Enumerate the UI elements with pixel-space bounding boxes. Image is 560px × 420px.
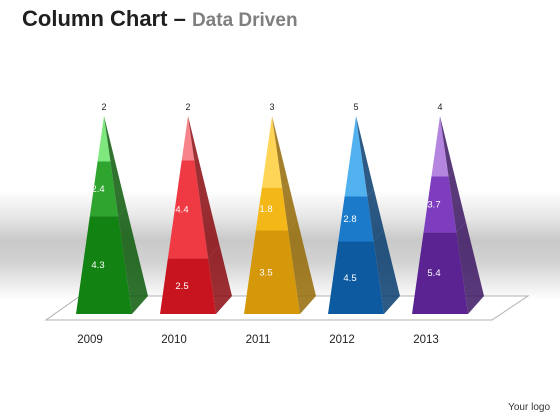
x-axis-label-2012: 2012 <box>329 334 355 346</box>
column-2011-segment-1-side <box>288 220 316 314</box>
column-2013-segment-3 <box>431 116 449 177</box>
column-2010-segment-1-side <box>208 245 232 314</box>
column-2011-label-1: 3.5 <box>259 267 272 278</box>
column-2012-segment-1 <box>328 241 384 314</box>
column-2012-segment-1-side <box>373 230 400 314</box>
column-2010-segment-1 <box>160 258 216 314</box>
column-2012-segment-2-side <box>367 189 384 242</box>
x-axis-label-2013: 2013 <box>413 334 439 346</box>
column-2009-label-1: 4.3 <box>91 260 104 271</box>
column-2010-segment-3 <box>181 116 195 161</box>
column-2010-label-2: 4.4 <box>175 204 188 215</box>
column-2011-segment-3 <box>261 116 283 188</box>
column-2009-segment-3 <box>97 116 111 162</box>
column-2013-label-2: 3.7 <box>427 199 440 210</box>
column-2011-segment-1 <box>244 230 300 314</box>
column-2009-segment-1-side <box>118 207 148 314</box>
column-2009-segment-2-side <box>110 157 127 217</box>
x-axis-label-2011: 2011 <box>246 334 271 346</box>
column-2013-segment-1 <box>412 232 468 314</box>
column-2011-segment-2-side <box>282 181 298 231</box>
x-axis-label-2009: 2009 <box>77 334 103 346</box>
logo-text: Your logo <box>508 402 550 413</box>
column-2013-label-3: 4 <box>437 102 442 112</box>
column-2009-segment-2 <box>89 161 119 217</box>
column-2011-segment-2 <box>255 187 289 231</box>
x-axis-label-2010: 2010 <box>161 334 187 346</box>
chart-title-main: Column Chart <box>22 6 168 31</box>
column-2012-label-3: 5 <box>353 102 358 112</box>
chart-title-separator: – <box>173 6 186 31</box>
column-2013-segment-1-side <box>456 221 484 314</box>
column-2011-label-2: 1.8 <box>259 204 272 215</box>
column-2013-segment-2 <box>423 176 457 233</box>
column-2011-segment-3-side <box>272 116 288 188</box>
column-2009-segment-3-side <box>104 116 115 162</box>
column-2010-segment-2 <box>167 160 209 259</box>
column-2011-label-3: 3 <box>269 102 274 112</box>
column-2012-segment-3-side <box>356 116 374 197</box>
column-2010-segment-2-side <box>194 156 220 259</box>
column-2009-segment-1 <box>76 216 132 314</box>
column-2013-label-1: 5.4 <box>427 268 440 279</box>
column-2010-label-3: 2 <box>185 102 190 112</box>
column-2013-segment-3-side <box>440 116 454 177</box>
column-2010-segment-3-side <box>188 116 198 161</box>
column-2012-segment-3 <box>344 116 368 197</box>
column-2009-label-3: 2 <box>101 102 106 112</box>
chart-title-sub: Data Driven <box>191 10 298 31</box>
column-2009-label-2: 2.4 <box>91 184 104 195</box>
column-2012-label-1: 4.5 <box>343 273 356 284</box>
column-2012-label-2: 2.8 <box>343 214 356 225</box>
chart-title: Column Chart – Data Driven <box>22 6 298 32</box>
column-2010-label-1: 2.5 <box>175 281 188 292</box>
column-2012-segment-2 <box>338 196 374 242</box>
column-2013-segment-2-side <box>448 170 466 233</box>
